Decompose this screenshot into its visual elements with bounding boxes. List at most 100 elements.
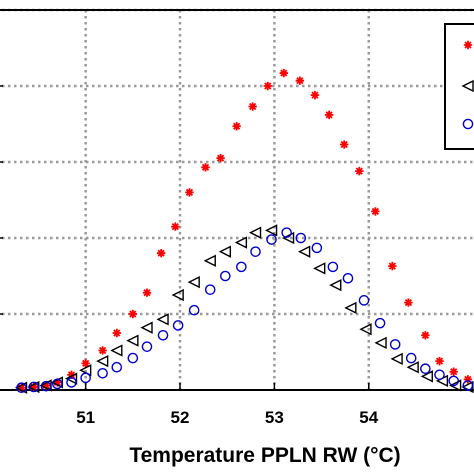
- x-tick-label: 52: [171, 408, 190, 427]
- circle-marker: [28, 381, 40, 393]
- star-marker: [435, 356, 444, 366]
- circle-marker: [220, 270, 231, 282]
- star-marker: [449, 367, 458, 376]
- star-marker: [185, 188, 194, 197]
- star-marker: [371, 207, 380, 216]
- circle-marker: [204, 284, 216, 295]
- star-marker: [81, 359, 90, 368]
- circle-marker: [342, 272, 354, 284]
- triangle-marker: [344, 301, 357, 315]
- circle-marker: [52, 378, 63, 390]
- triangle-marker: [313, 262, 326, 275]
- triangle-marker: [126, 334, 139, 347]
- grid: [0, 8, 474, 390]
- circle-marker: [66, 377, 77, 388]
- triangle-marker: [64, 372, 78, 385]
- circle-marker: [448, 375, 459, 387]
- star-marker: [340, 140, 349, 149]
- circle-marker: [141, 341, 153, 352]
- legend-entry: [463, 40, 473, 50]
- legend-entry: [462, 118, 474, 130]
- x-tick-label: 53: [265, 408, 284, 427]
- circle-marker: [266, 234, 277, 245]
- circle-marker: [40, 380, 52, 392]
- star-marker: [279, 68, 289, 78]
- legend-triangle-marker: [461, 79, 474, 93]
- triangle-marker: [96, 354, 109, 368]
- star-marker: [171, 222, 180, 231]
- circle-marker: [80, 372, 91, 384]
- legend-star-marker: [463, 40, 473, 50]
- star-marker: [112, 328, 121, 338]
- circle-marker: [236, 261, 247, 273]
- circle-marker: [188, 304, 200, 316]
- circle-marker: [97, 367, 108, 379]
- series-3: [16, 227, 474, 394]
- legend-circle-marker: [462, 118, 474, 130]
- star-marker: [310, 90, 320, 100]
- series-1: [17, 68, 473, 392]
- legend-entry: [461, 79, 474, 93]
- circle-marker: [295, 232, 307, 244]
- circle-marker: [374, 317, 386, 329]
- circle-marker: [127, 352, 139, 364]
- circle-marker: [111, 361, 123, 373]
- data-marks: [14, 68, 474, 394]
- star-marker: [29, 382, 38, 392]
- star-marker: [355, 166, 364, 176]
- star-marker: [388, 261, 397, 271]
- star-marker: [156, 249, 166, 258]
- star-marker: [463, 375, 473, 384]
- star-marker: [216, 154, 225, 163]
- triangle-marker: [281, 231, 295, 245]
- triangle-marker: [298, 245, 311, 258]
- star-marker: [248, 102, 257, 111]
- triangle-marker: [420, 370, 433, 383]
- star-marker: [128, 309, 138, 319]
- star-marker: [324, 110, 334, 120]
- star-marker: [67, 370, 76, 379]
- star-marker: [201, 163, 210, 172]
- star-marker: [421, 331, 430, 340]
- triangle-marker: [329, 278, 342, 292]
- x-tick-label: 54: [359, 408, 378, 427]
- triangle-marker: [390, 352, 403, 365]
- legend: [444, 23, 474, 150]
- x-tick-label: 51: [76, 408, 95, 427]
- star-marker: [263, 81, 272, 91]
- circle-marker: [250, 246, 261, 257]
- triangle-marker: [264, 224, 278, 237]
- circle-marker: [358, 295, 370, 306]
- triangle-marker: [110, 344, 123, 357]
- circle-marker: [420, 363, 431, 375]
- circle-marker: [172, 320, 184, 331]
- star-marker: [404, 298, 413, 307]
- star-marker: [98, 346, 107, 355]
- triangle-marker: [187, 275, 200, 289]
- triangle-marker: [449, 379, 462, 392]
- circle-marker: [405, 352, 417, 364]
- circle-marker: [462, 380, 474, 391]
- star-marker: [41, 381, 51, 390]
- triangle-marker: [406, 361, 419, 374]
- triangle-marker: [156, 313, 169, 326]
- circle-marker: [327, 261, 339, 273]
- plot-frame: [0, 9, 474, 391]
- triangle-marker: [140, 321, 153, 334]
- star-marker: [53, 378, 62, 387]
- x-axis-label: Temperature PPLN RW (°C): [129, 444, 400, 467]
- triangle-marker: [203, 254, 216, 267]
- triangle-marker: [374, 336, 387, 350]
- triangle-marker: [435, 374, 449, 388]
- circle-marker: [157, 329, 169, 341]
- triangle-marker: [234, 236, 248, 249]
- star-marker: [17, 383, 26, 392]
- axis-ticks: [0, 9, 370, 390]
- triangle-marker: [171, 288, 184, 302]
- x-tick-labels: 51 52 53 54: [76, 408, 379, 427]
- star-marker: [142, 288, 152, 297]
- star-marker: [295, 76, 305, 85]
- triangle-marker: [248, 226, 262, 239]
- circle-marker: [16, 382, 27, 394]
